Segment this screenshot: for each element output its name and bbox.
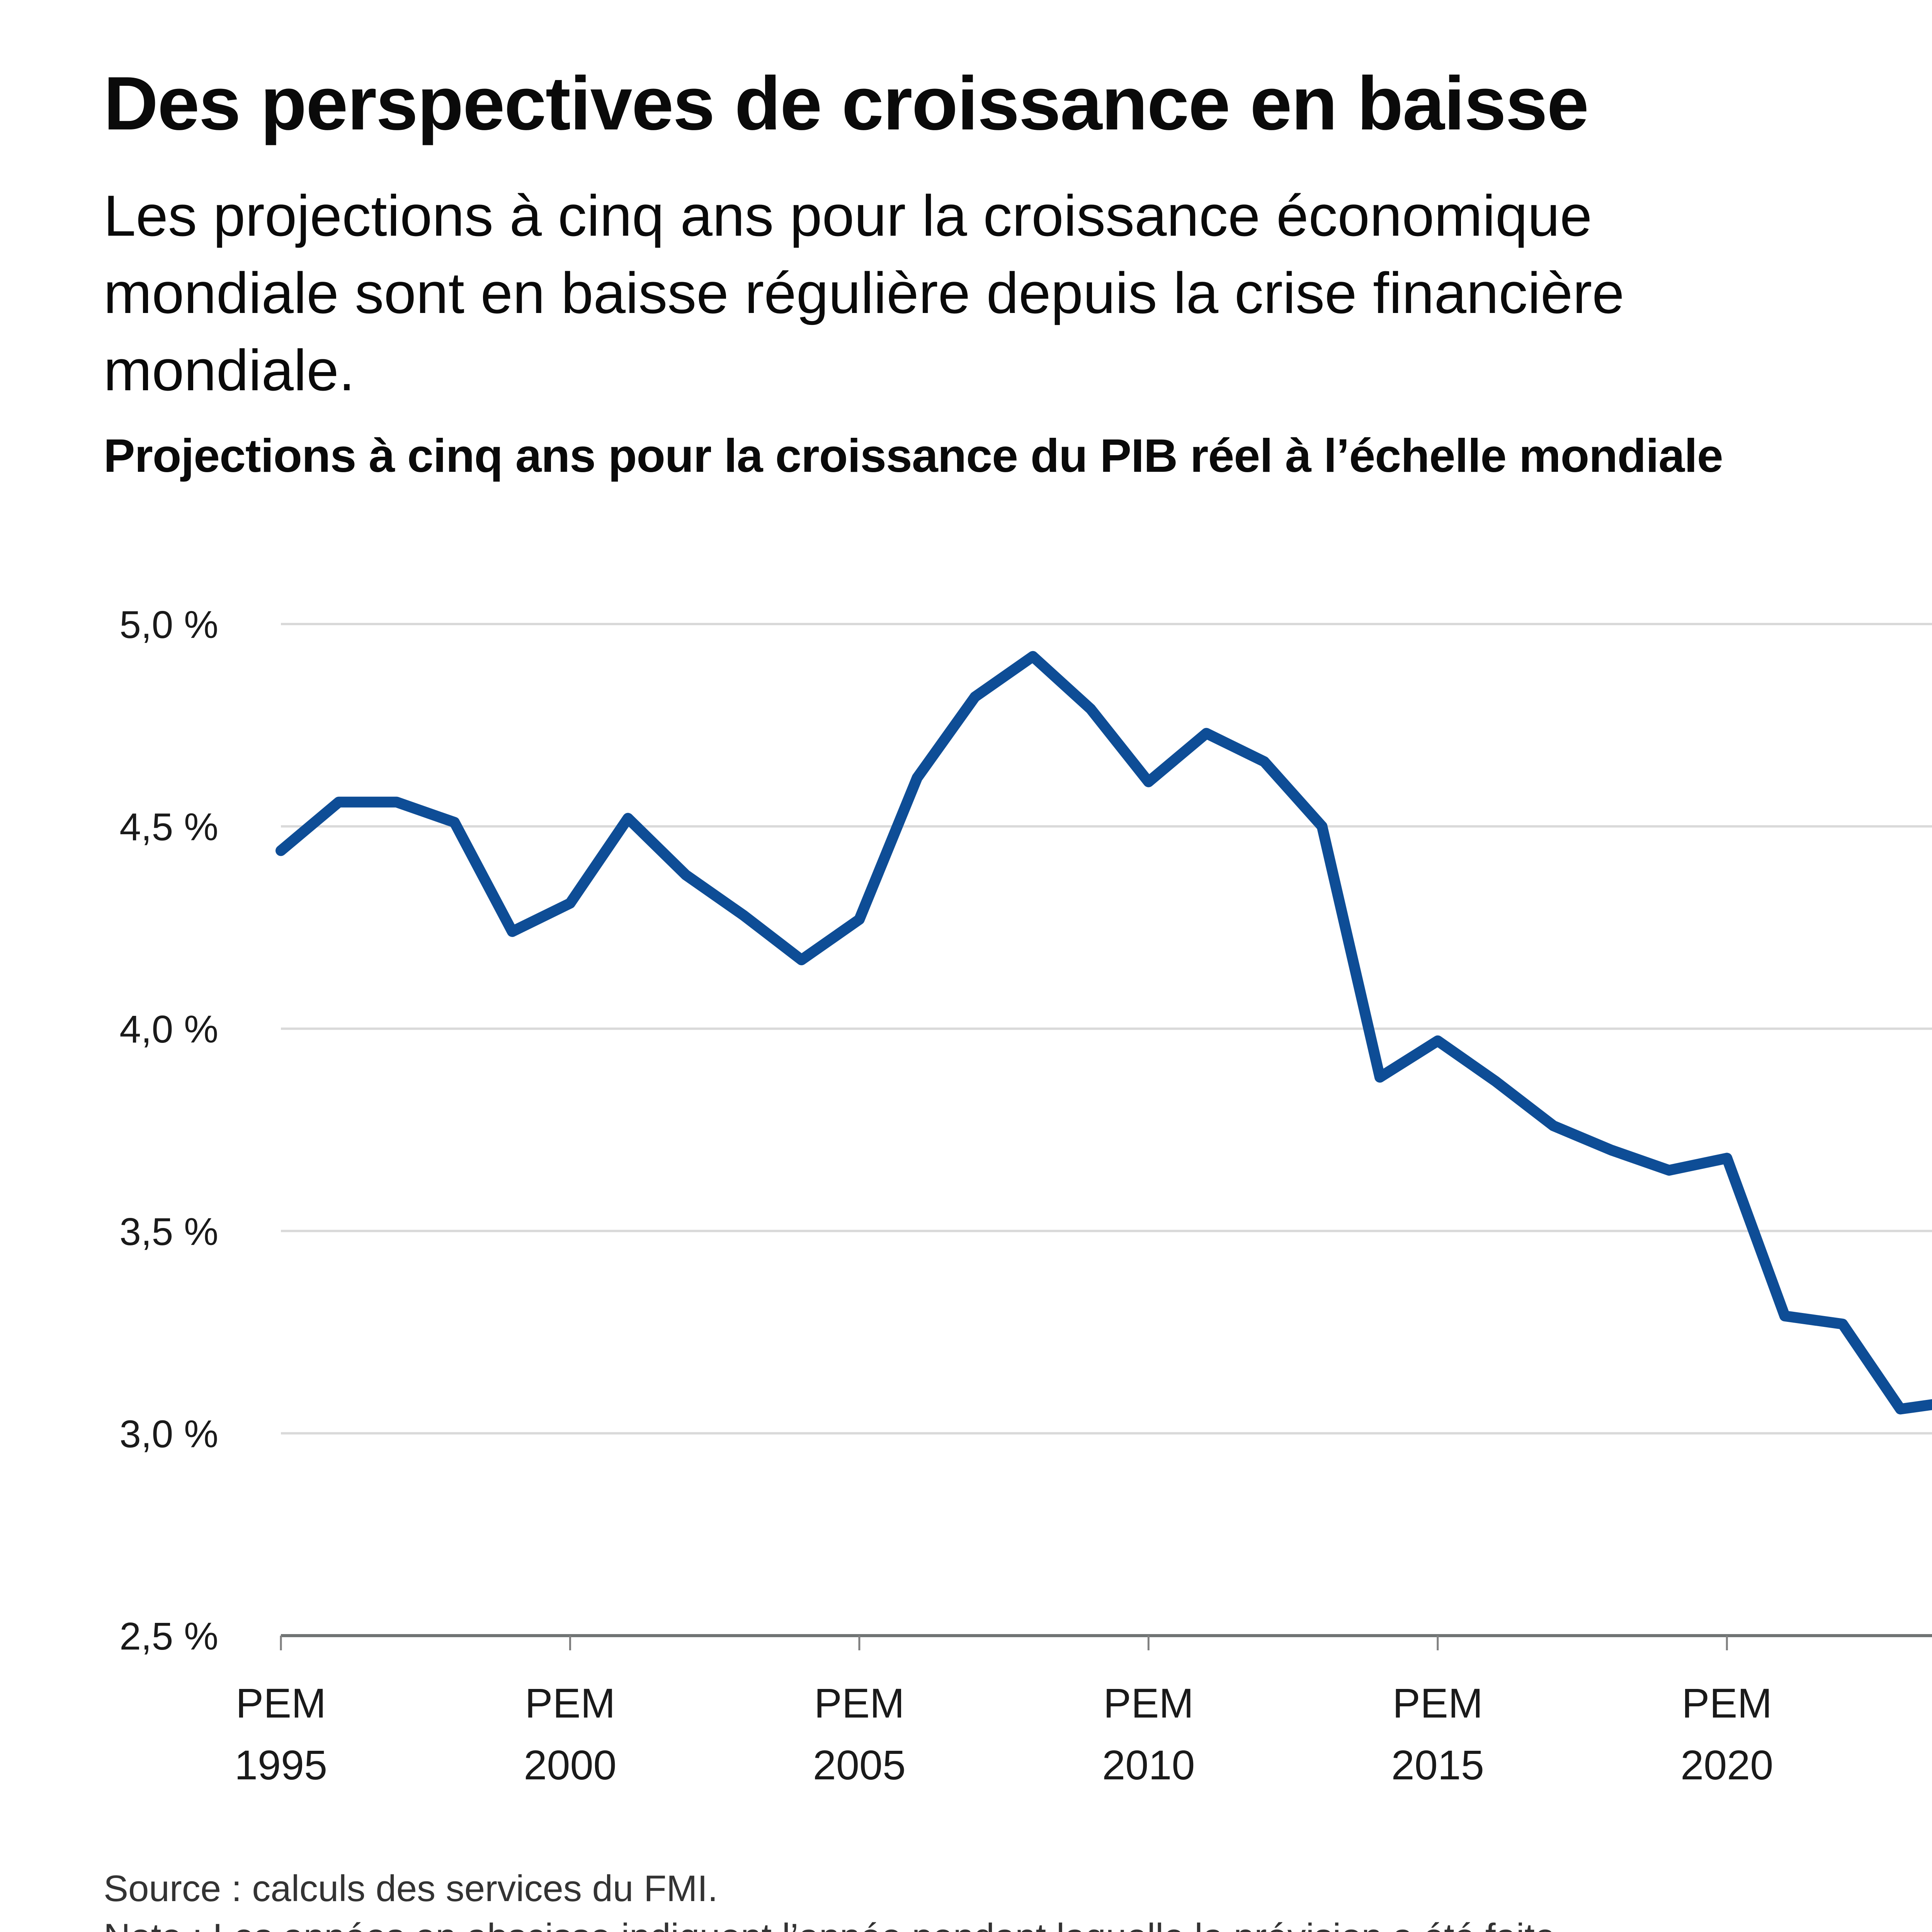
x-tick-label: PEM: [814, 1680, 905, 1726]
data-point: [680, 869, 691, 880]
data-point: [1316, 821, 1327, 832]
data-point: [912, 772, 923, 783]
data-point: [1143, 776, 1154, 787]
data-point: [854, 914, 865, 925]
x-tick-label: PEM: [525, 1680, 615, 1726]
data-point: [1837, 1319, 1848, 1330]
y-axis-labels: 2,5 % 3,0 % 3,5 % 4,0 % 4,5 % 5,0 %: [119, 603, 218, 1658]
subtitle-line: Les projections à cinq ans pour la crois…: [104, 183, 1592, 248]
data-point: [1664, 1165, 1675, 1176]
x-tick-label: PEM: [1393, 1680, 1483, 1726]
page-subtitle: Les projections à cinq ans pour la crois…: [104, 177, 1920, 409]
data-point: [969, 691, 980, 702]
data-point: [507, 926, 518, 937]
data-point: [796, 954, 807, 965]
data-point: [1259, 756, 1270, 767]
x-tick-label: 2015: [1391, 1742, 1484, 1788]
subtitle-line: mondiale.: [104, 338, 355, 403]
data-point: [622, 813, 633, 824]
page-title: Des perspectives de croissance en baisse: [104, 61, 1589, 146]
data-point: [1201, 728, 1212, 739]
series: [276, 651, 1932, 1415]
x-tick-label: 1995: [235, 1742, 327, 1788]
data-point: [1721, 1153, 1732, 1163]
data-point: [1779, 1311, 1790, 1321]
data-point: [333, 797, 344, 808]
x-tick-label: PEM: [236, 1680, 326, 1726]
data-point: [1027, 651, 1038, 662]
x-tick-label: 2020: [1680, 1742, 1773, 1788]
y-tick-label: 4,5 %: [119, 806, 218, 849]
data-point: [1548, 1121, 1559, 1131]
chart-title: Projections à cinq ans pour la croissanc…: [104, 429, 1723, 482]
note-line: Note : Les années en abscisse indiquent …: [104, 1913, 1566, 1932]
data-point: [449, 817, 460, 828]
source-note: Source : calculs des services du FMI.: [104, 1868, 718, 1909]
data-point: [1606, 1145, 1617, 1155]
y-tick-label: 2,5 %: [119, 1615, 218, 1658]
y-tick-label: 3,5 %: [119, 1210, 218, 1253]
y-tick-label: 3,0 %: [119, 1412, 218, 1456]
data-point: [738, 910, 749, 921]
x-tick-label: 2000: [524, 1742, 616, 1788]
x-tick-label: 2010: [1102, 1742, 1195, 1788]
chart-footnotes: Source : calculs des services du FMI. No…: [104, 1864, 1566, 1932]
x-axis-labels: PEM 1995 PEM 2000 PEM 2005 PEM 2010 PEM 2015 PEM 20…: [235, 1680, 1774, 1788]
x-tick-label: PEM: [1682, 1680, 1772, 1726]
data-point: [1374, 1072, 1385, 1083]
data-point: [1895, 1404, 1906, 1415]
subtitle-line: mondiale sont en baisse régulière depuis…: [104, 260, 1624, 325]
series-line: [276, 651, 1932, 1415]
x-axis: [280, 1634, 1932, 1650]
x-tick-label: PEM: [1103, 1680, 1194, 1726]
y-tick-label: 4,0 %: [119, 1008, 218, 1051]
gridlines: [281, 623, 1932, 1435]
data-point: [1432, 1036, 1443, 1046]
data-point: [276, 845, 286, 856]
data-point: [391, 797, 402, 808]
x-tick-label: 2005: [813, 1742, 906, 1788]
data-point: [1085, 704, 1096, 714]
data-point: [1490, 1076, 1501, 1087]
y-tick-label: 5,0 %: [119, 603, 218, 646]
data-point: [565, 898, 575, 909]
